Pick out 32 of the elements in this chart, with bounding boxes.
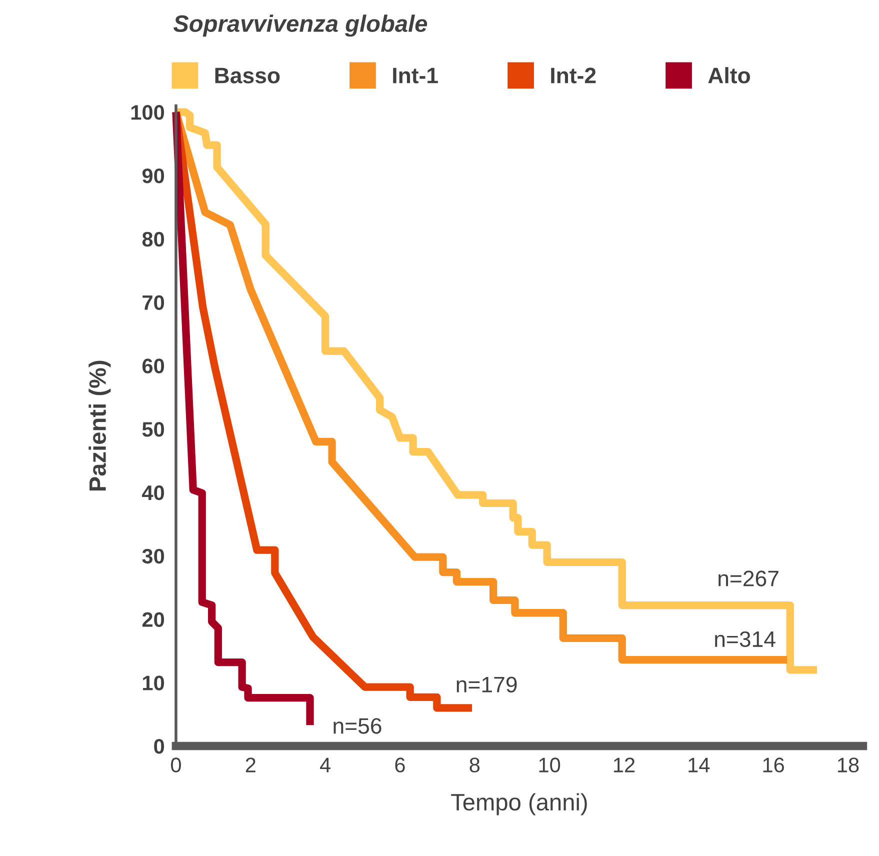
x-tick-label: 14	[688, 758, 710, 772]
y-axis-title: Pazienti (%)	[88, 360, 111, 491]
x-axis-title: Tempo (anni)	[451, 793, 587, 816]
y-tick-label: 10	[143, 676, 164, 690]
y-tick-label: 50	[142, 422, 164, 437]
y-tick-label: 70	[142, 295, 164, 310]
y-tick-label: 20	[142, 612, 164, 627]
x-tick-label: 10	[539, 758, 560, 772]
annotation: n=267	[718, 570, 778, 586]
y-tick-label: 100	[131, 105, 164, 120]
legend-label: Basso	[215, 68, 280, 84]
x-tick-label: 16	[763, 758, 784, 772]
annotation: n=314	[715, 631, 776, 648]
x-tick-label: 18	[838, 758, 859, 772]
y-tick-label: 80	[142, 232, 164, 247]
x-tick-label: 6	[395, 758, 405, 772]
legend-label: Alto	[708, 67, 750, 84]
annotation: n=179	[456, 676, 517, 692]
y-tick-label: 30	[142, 548, 164, 564]
x-tick-label: 2	[246, 758, 256, 772]
chart-title: Sopravvivenza globale	[173, 14, 428, 37]
annotation: n=56	[334, 718, 382, 734]
x-tick-label: 0	[170, 758, 181, 772]
y-tick-label: 0	[154, 739, 164, 754]
x-tick-label: 12	[614, 758, 635, 772]
y-tick-label: 90	[142, 168, 164, 184]
legend-label: Int-1	[393, 68, 438, 84]
x-tick-label: 8	[470, 758, 480, 772]
y-tick-label: 40	[142, 485, 164, 500]
y-tick-label: 60	[142, 358, 164, 374]
legend-label: Int-2	[551, 68, 596, 84]
x-tick-label: 4	[320, 758, 330, 772]
